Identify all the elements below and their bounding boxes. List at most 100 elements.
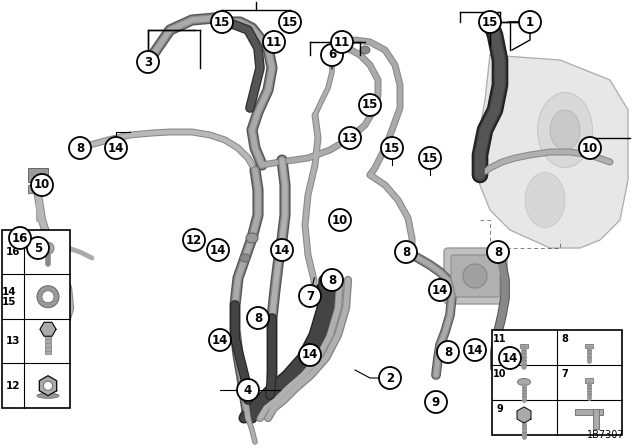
- Bar: [585, 378, 593, 383]
- Circle shape: [27, 237, 49, 259]
- Text: 3: 3: [144, 56, 152, 69]
- Circle shape: [499, 347, 521, 369]
- Circle shape: [479, 11, 501, 33]
- Circle shape: [105, 137, 127, 159]
- Circle shape: [137, 51, 159, 73]
- Ellipse shape: [518, 379, 531, 385]
- Circle shape: [485, 17, 495, 27]
- Ellipse shape: [344, 133, 356, 143]
- Text: 8: 8: [561, 334, 568, 344]
- Text: 14: 14: [212, 333, 228, 346]
- Circle shape: [419, 147, 441, 169]
- Circle shape: [331, 31, 353, 53]
- Text: 12: 12: [6, 381, 20, 391]
- Circle shape: [464, 339, 486, 361]
- Text: 1: 1: [526, 16, 534, 29]
- Polygon shape: [517, 407, 531, 423]
- Text: 16: 16: [12, 232, 28, 245]
- Bar: [45, 336, 51, 354]
- Ellipse shape: [525, 172, 565, 228]
- Circle shape: [367, 105, 372, 111]
- Circle shape: [329, 209, 351, 231]
- Circle shape: [263, 31, 285, 53]
- Circle shape: [381, 137, 403, 159]
- Circle shape: [429, 279, 451, 301]
- Bar: [28, 185, 48, 193]
- Circle shape: [287, 20, 292, 25]
- Text: 8: 8: [76, 142, 84, 155]
- Circle shape: [31, 174, 53, 196]
- Text: 12: 12: [186, 233, 202, 246]
- Bar: [593, 409, 599, 429]
- Text: 13: 13: [342, 132, 358, 145]
- Text: 11: 11: [334, 35, 350, 48]
- Circle shape: [321, 269, 343, 291]
- Circle shape: [247, 307, 269, 329]
- Circle shape: [211, 11, 233, 33]
- Bar: [585, 344, 593, 348]
- Circle shape: [271, 239, 293, 261]
- Text: 14: 14: [302, 349, 318, 362]
- Circle shape: [42, 291, 54, 303]
- Bar: [492, 330, 622, 435]
- Circle shape: [387, 143, 397, 153]
- Ellipse shape: [240, 254, 250, 262]
- Circle shape: [379, 367, 401, 389]
- Text: 14: 14: [274, 244, 290, 257]
- Text: 14: 14: [467, 344, 483, 357]
- Ellipse shape: [550, 110, 580, 150]
- Ellipse shape: [37, 393, 59, 398]
- Ellipse shape: [360, 46, 370, 54]
- Text: 15: 15: [422, 151, 438, 164]
- FancyBboxPatch shape: [451, 255, 500, 297]
- Text: 15: 15: [282, 16, 298, 29]
- Circle shape: [69, 137, 91, 159]
- Circle shape: [207, 239, 229, 261]
- Circle shape: [428, 155, 433, 160]
- Ellipse shape: [538, 92, 593, 168]
- Circle shape: [519, 11, 541, 33]
- Circle shape: [579, 137, 601, 159]
- Circle shape: [285, 17, 295, 27]
- Circle shape: [425, 153, 435, 163]
- Text: 14: 14: [432, 284, 448, 297]
- Circle shape: [37, 286, 59, 308]
- Text: 16: 16: [6, 247, 20, 257]
- Circle shape: [183, 229, 205, 251]
- Text: 2: 2: [386, 371, 394, 384]
- Text: 8: 8: [254, 311, 262, 324]
- Text: 10: 10: [332, 214, 348, 227]
- Text: 14: 14: [502, 352, 518, 365]
- Text: 14: 14: [2, 287, 16, 297]
- Text: 10: 10: [493, 369, 507, 379]
- Text: 8: 8: [328, 273, 336, 287]
- Text: 8: 8: [444, 345, 452, 358]
- Text: 10: 10: [582, 142, 598, 155]
- Circle shape: [359, 94, 381, 116]
- Text: 4: 4: [244, 383, 252, 396]
- Circle shape: [487, 241, 509, 263]
- Ellipse shape: [75, 144, 85, 152]
- Text: 15: 15: [482, 16, 498, 29]
- Circle shape: [9, 227, 31, 249]
- Circle shape: [299, 285, 321, 307]
- Circle shape: [339, 127, 361, 149]
- Ellipse shape: [246, 233, 258, 243]
- Circle shape: [425, 391, 447, 413]
- Circle shape: [321, 44, 343, 66]
- Text: 6: 6: [328, 48, 336, 61]
- Text: 10: 10: [34, 178, 50, 191]
- Polygon shape: [39, 376, 57, 396]
- Circle shape: [237, 379, 259, 401]
- Circle shape: [42, 242, 54, 254]
- Bar: [575, 409, 603, 415]
- Circle shape: [217, 17, 227, 27]
- Text: 11: 11: [493, 334, 507, 344]
- Text: 5: 5: [34, 241, 42, 254]
- Circle shape: [463, 264, 487, 288]
- Text: 15: 15: [214, 16, 230, 29]
- Circle shape: [209, 329, 231, 351]
- Text: 9: 9: [432, 396, 440, 409]
- Text: 7: 7: [562, 369, 568, 379]
- Text: 7: 7: [306, 289, 314, 302]
